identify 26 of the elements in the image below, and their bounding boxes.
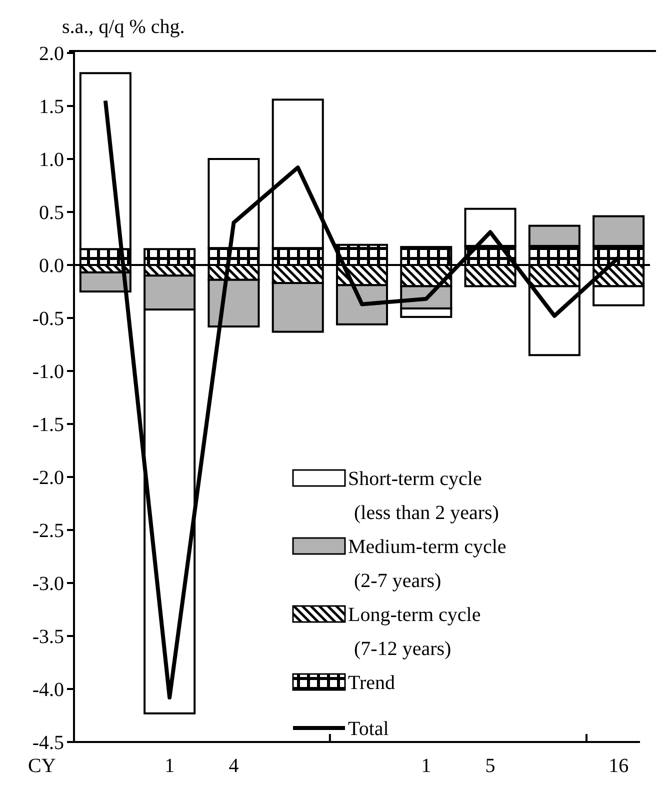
y-tick-label: -3.5	[32, 626, 64, 648]
x-tick-label: 5	[485, 755, 496, 777]
legend-label: Medium-term cycle (2-7 years)	[348, 536, 506, 592]
legend-label: Total	[348, 718, 390, 740]
y-tick-label: -1.5	[32, 414, 64, 436]
y-tick-label: -3.0	[32, 573, 64, 595]
y-tick-label: 0.0	[39, 255, 64, 277]
legend-label: Trend	[348, 672, 396, 694]
x-tick-label: 4	[228, 755, 239, 777]
y-tick-label: -2.5	[32, 520, 64, 542]
legend-label: Long-term cycle (7-12 years)	[348, 604, 481, 660]
y-tick-label: 1.5	[39, 96, 64, 118]
y-tick-label: 1.0	[39, 149, 64, 171]
y-axis-title: s.a., q/q % chg.	[62, 16, 185, 38]
x-tick-label: 16	[608, 755, 629, 777]
y-tick-label: 0.5	[39, 202, 64, 224]
x-tick-label: 1	[421, 755, 432, 777]
y-tick-label: -4.5	[32, 732, 64, 754]
text: CY	[28, 755, 56, 777]
y-tick-label: 2.0	[39, 43, 64, 65]
y-tick-label: -1.0	[32, 361, 64, 383]
y-tick-label: -0.5	[32, 308, 64, 330]
y-tick-label: -2.0	[32, 467, 64, 489]
legend-label: Short-term cycle (less than 2 years)	[348, 468, 499, 524]
x-tick-label: 1	[164, 755, 175, 777]
y-tick-label: -4.0	[32, 679, 64, 701]
